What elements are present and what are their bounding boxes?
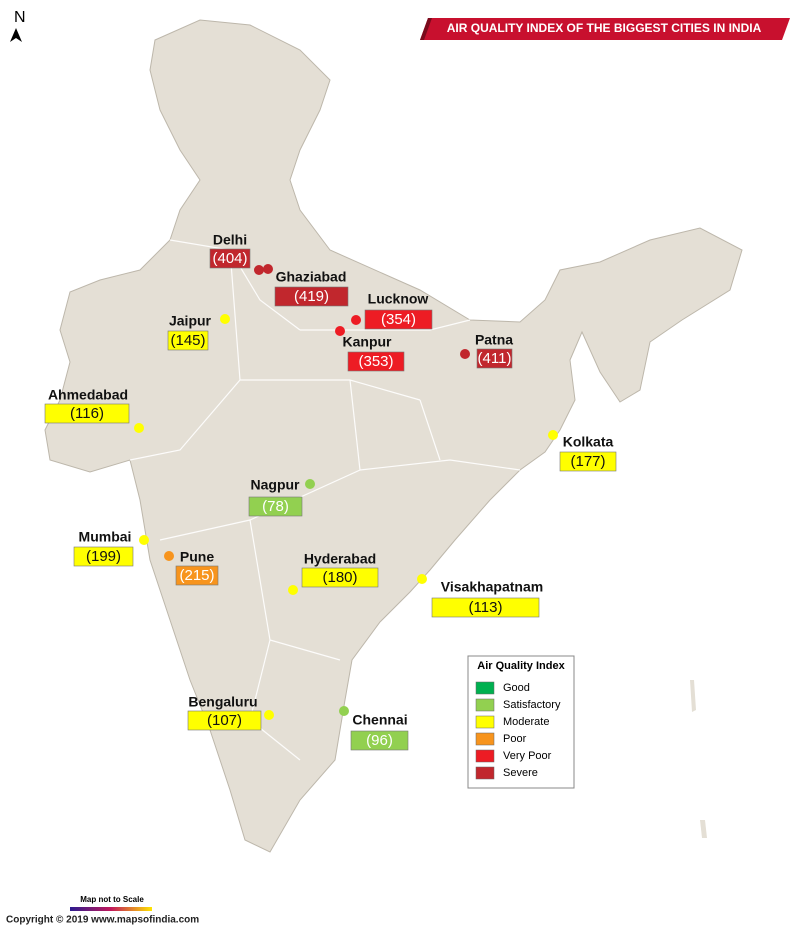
city-name: Kanpur	[343, 334, 393, 350]
aqi-value: (353)	[358, 353, 393, 370]
legend-swatch	[475, 681, 495, 695]
city-dot	[335, 326, 345, 336]
aqi-box	[248, 496, 303, 517]
north-label: N	[14, 9, 26, 26]
aqi-box	[559, 451, 617, 472]
city-name: Visakhapatnam	[441, 579, 543, 595]
city-dot	[220, 314, 230, 324]
city-name: Chennai	[352, 712, 407, 728]
city-dot	[417, 574, 427, 584]
legend-swatch	[475, 732, 495, 746]
aqi-box	[175, 565, 219, 586]
city-dot	[548, 430, 558, 440]
legend: Air Quality Index Good Satisfactory Modera…	[467, 655, 575, 789]
aqi-box	[187, 710, 262, 731]
city-dot	[351, 315, 361, 325]
city-dot	[164, 551, 174, 561]
aqi-value: (419)	[294, 288, 329, 305]
andaman-islands	[690, 680, 707, 838]
aqi-box	[73, 546, 134, 567]
aqi-box	[274, 286, 349, 307]
city-name: Nagpur	[251, 477, 301, 493]
scale-note: Map not to Scale	[80, 895, 144, 904]
legend-label: Moderate	[503, 716, 549, 728]
aqi-value: (354)	[381, 311, 416, 328]
legend-swatch	[475, 715, 495, 729]
aqi-value: (78)	[262, 498, 289, 515]
city-name: Jaipur	[169, 313, 212, 329]
city-name: Ahmedabad	[48, 387, 128, 403]
city-name: Hyderabad	[304, 551, 376, 567]
city-dot	[134, 423, 144, 433]
city-dot	[139, 535, 149, 545]
city-name: Delhi	[213, 232, 247, 248]
aqi-box	[476, 348, 513, 369]
city-name: Bengaluru	[188, 694, 257, 710]
city-name: Pune	[180, 549, 214, 565]
city-name: Mumbai	[79, 529, 132, 545]
aqi-value: (113)	[469, 599, 503, 616]
city-dot	[264, 710, 274, 720]
city-name: Ghaziabad	[276, 269, 347, 285]
aqi-value: (177)	[570, 453, 605, 470]
aqi-value: (199)	[86, 548, 121, 565]
legend-label: Good	[503, 682, 530, 694]
aqi-value: (411)	[478, 350, 512, 367]
aqi-value: (145)	[170, 332, 205, 349]
city-dot	[305, 479, 315, 489]
city-dot	[263, 264, 273, 274]
legend-swatch	[475, 749, 495, 763]
north-arrow	[10, 28, 22, 42]
city-dot	[339, 706, 349, 716]
legend-title: Air Quality Index	[477, 660, 565, 672]
copyright: Copyright © 2019 www.mapsofindia.com	[6, 915, 199, 926]
india-outline	[44, 19, 743, 853]
city-name: Lucknow	[368, 291, 429, 307]
aqi-box	[431, 597, 540, 618]
aqi-box	[44, 403, 130, 424]
legend-label: Severe	[503, 767, 538, 779]
aqi-box	[301, 567, 379, 588]
title-banner-edge	[420, 18, 432, 40]
aqi-value: (180)	[322, 569, 357, 586]
scale-bar	[70, 907, 152, 911]
aqi-value: (107)	[207, 712, 242, 729]
legend-label: Very Poor	[503, 750, 552, 762]
aqi-value: (116)	[70, 405, 104, 422]
title-banner	[420, 18, 790, 40]
aqi-box	[167, 330, 209, 351]
city-dot	[254, 265, 264, 275]
title: AIR QUALITY INDEX OF THE BIGGEST CITIES …	[447, 21, 762, 35]
legend-label: Satisfactory	[503, 699, 561, 711]
aqi-value: (96)	[366, 732, 393, 749]
aqi-box	[364, 309, 433, 330]
city-dot	[460, 349, 470, 359]
cities: Delhi (404) Ghaziabad (419) Lucknow (354) Kanp…	[44, 232, 617, 751]
legend-swatch	[475, 766, 495, 780]
aqi-box	[209, 248, 251, 269]
aqi-box	[347, 351, 405, 372]
city-name: Patna	[475, 332, 513, 348]
city-name: Kolkata	[563, 434, 614, 450]
legend-label: Poor	[503, 733, 527, 745]
aqi-value: (404)	[212, 250, 247, 267]
aqi-value: (215)	[179, 567, 214, 584]
city-dot	[288, 585, 298, 595]
legend-swatch	[475, 698, 495, 712]
aqi-box	[350, 730, 409, 751]
